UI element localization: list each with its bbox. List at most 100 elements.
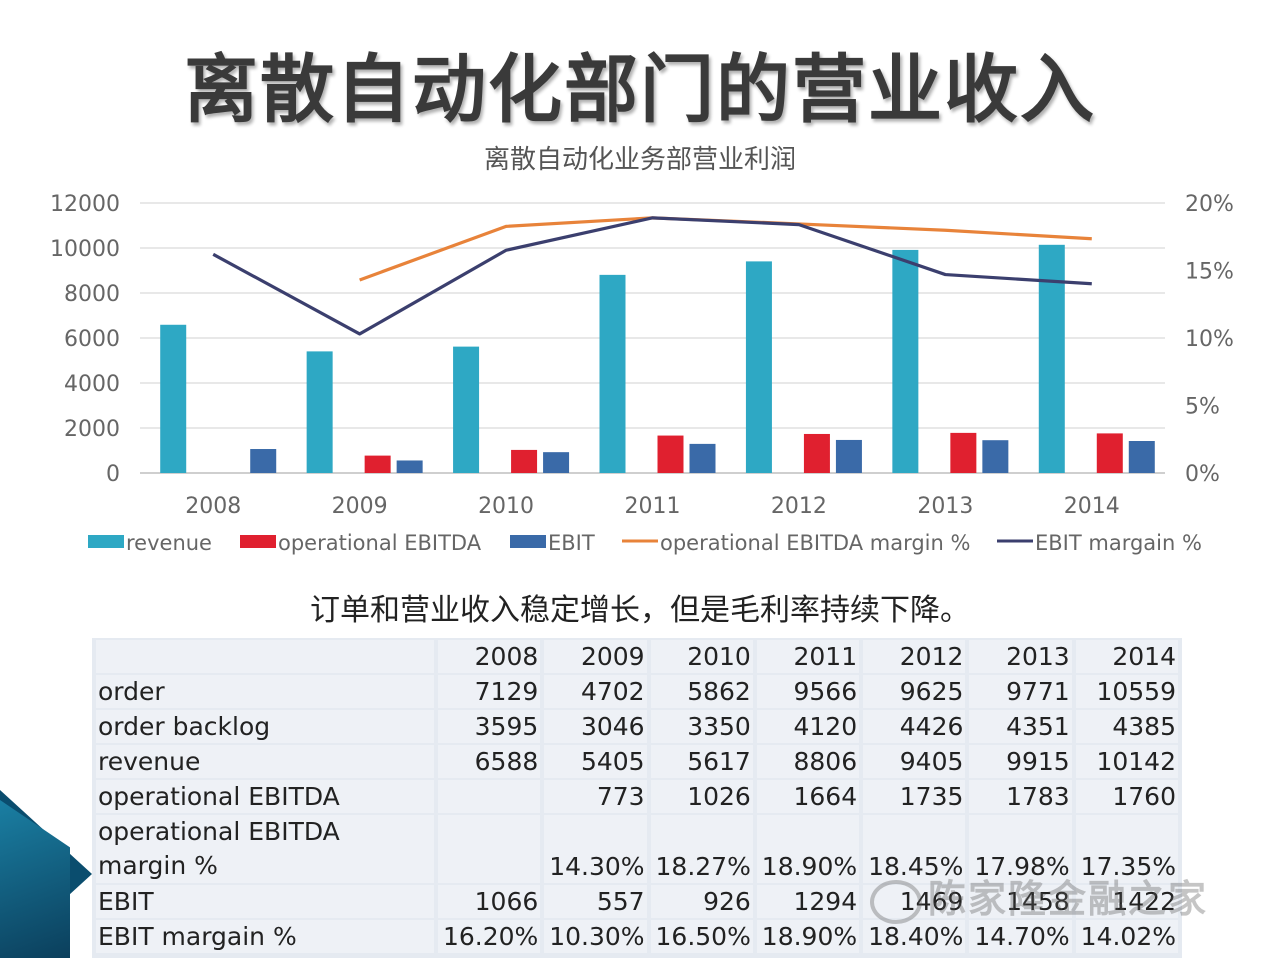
revenue-bar [1038, 244, 1065, 473]
table-cell [438, 815, 541, 883]
ebit-bar [250, 449, 277, 473]
combo-chart: 离散自动化业务部营业利润 12000 10000 8000 6000 4000 2000 0 2… [50, 145, 1234, 555]
revenue-bar [306, 351, 333, 473]
operational-ebitda-bar [803, 433, 830, 473]
table-cell: 3350 [650, 710, 753, 743]
y2-tick-label: 10% [1185, 327, 1234, 352]
table-cell: 9771 [969, 675, 1072, 708]
table-cell: 7129 [438, 675, 541, 708]
table-cell: 4351 [969, 710, 1072, 743]
operational-ebitda-bar [950, 432, 977, 473]
table-cell: 9625 [863, 675, 966, 708]
revenue-bar [745, 261, 772, 473]
column-header: 2012 [863, 640, 966, 673]
table-cell: 17.35% [1075, 815, 1178, 883]
table-cell: 773 [544, 780, 647, 813]
y-tick-label: 12000 [50, 192, 120, 217]
wechat-icon [870, 879, 922, 924]
table-cell: 18.45% [863, 815, 966, 883]
operational-ebitda-bar [364, 455, 391, 473]
legend-label: EBIT [548, 531, 595, 555]
ebit-bar [1128, 441, 1155, 473]
table-cell: 14.30% [544, 815, 647, 883]
x-tick-label: 2010 [478, 494, 534, 519]
table-cell: 4385 [1075, 710, 1178, 743]
table-cell: 8806 [756, 745, 860, 778]
table-cell: 14.70% [969, 920, 1072, 953]
table-cell: 9915 [969, 745, 1072, 778]
legend-label: operational EBITDA margin % [660, 531, 970, 555]
ebit-bar [689, 443, 716, 473]
row-label: EBIT margain % [96, 920, 434, 953]
row-label: order backlog [96, 710, 434, 743]
table-cell: 10.30% [544, 920, 647, 953]
table-cell: 1026 [650, 780, 753, 813]
table-cell: 5617 [650, 745, 753, 778]
table-header-row: 2008 2009 2010 2011 2012 2013 2014 [96, 640, 1178, 673]
slide-title: 离散自动化部门的营业收入 [184, 47, 1096, 133]
table-cell: 10142 [1075, 745, 1178, 778]
table-cell: 1422 [1075, 885, 1178, 918]
table-cell: 1458 [969, 885, 1072, 918]
y2-tick-label: 5% [1185, 395, 1220, 420]
chart-title: 离散自动化业务部营业利润 [484, 145, 796, 175]
column-header: 2014 [1075, 640, 1178, 673]
table-cell: 4702 [544, 675, 647, 708]
x-tick-label: 2008 [185, 494, 241, 519]
ebit-bar [982, 440, 1009, 473]
column-header: 2008 [438, 640, 541, 673]
column-header: 2009 [544, 640, 647, 673]
legend-label: operational EBITDA [278, 531, 482, 555]
row-label: operational EBITDA margin % [96, 815, 434, 883]
data-table: 2008 2009 2010 2011 2012 2013 2014 order 7129 470… [92, 638, 1182, 958]
revenue-bar [892, 249, 919, 473]
table-cell: 16.50% [650, 920, 753, 953]
y-tick-label: 4000 [64, 372, 120, 397]
table-cell: 18.27% [650, 815, 753, 883]
ebit-margain--line [212, 216, 1092, 336]
table-cell: 18.40% [863, 920, 966, 953]
revenue-bar [599, 274, 626, 473]
ebit-bar [543, 452, 570, 473]
table-row: EBIT margain % 16.20% 10.30% 16.50% 18.90% 18… [96, 920, 1178, 953]
y2-tick-label: 20% [1185, 192, 1234, 217]
operational-ebitda-bar [1096, 433, 1123, 473]
y2-tick-label: 15% [1185, 260, 1234, 285]
slide-caption: 订单和营业收入稳定增长，但是毛利率持续下降。 [310, 593, 970, 628]
row-label: order [96, 675, 434, 708]
table-cell: 18.90% [756, 920, 860, 953]
table-cell: 1294 [756, 885, 860, 918]
ebit-bar [396, 460, 423, 473]
table-row: operational EBITDA margin % 14.30% 18.27% 1… [96, 815, 1178, 883]
revenue-bar [453, 346, 480, 473]
table-cell: 17.98% [969, 815, 1072, 883]
legend-swatch [510, 535, 546, 548]
table-cell: 9566 [756, 675, 860, 708]
table-cell: 557 [544, 885, 647, 918]
table-cell: 4426 [863, 710, 966, 743]
y-tick-label: 6000 [64, 327, 120, 352]
table-cell: 5405 [544, 745, 647, 778]
table-cell: 3046 [544, 710, 647, 743]
table-cell: 3595 [438, 710, 541, 743]
table-cell: 5862 [650, 675, 753, 708]
y-tick-label: 8000 [64, 282, 120, 307]
table-cell: 1760 [1075, 780, 1178, 813]
y-tick-label: 0 [106, 462, 120, 487]
column-header: 2011 [756, 640, 860, 673]
table-row: EBIT 1066 557 926 1294 1469 1458 1422 [96, 885, 1178, 918]
y-tick-label: 10000 [50, 237, 120, 262]
table-cell: 14.02% [1075, 920, 1178, 953]
legend-swatch [88, 535, 124, 548]
x-tick-label: 2009 [332, 494, 388, 519]
legend-label: revenue [126, 531, 212, 555]
table-cell: 1735 [863, 780, 966, 813]
row-label: operational EBITDA [96, 780, 434, 813]
table-corner-cell [96, 640, 434, 673]
operational-ebitda-bar [511, 449, 538, 473]
x-tick-label: 2013 [917, 494, 973, 519]
table-cell: 4120 [756, 710, 860, 743]
table-cell: 1783 [969, 780, 1072, 813]
x-tick-label: 2014 [1064, 494, 1120, 519]
ebit-bar [835, 439, 862, 473]
